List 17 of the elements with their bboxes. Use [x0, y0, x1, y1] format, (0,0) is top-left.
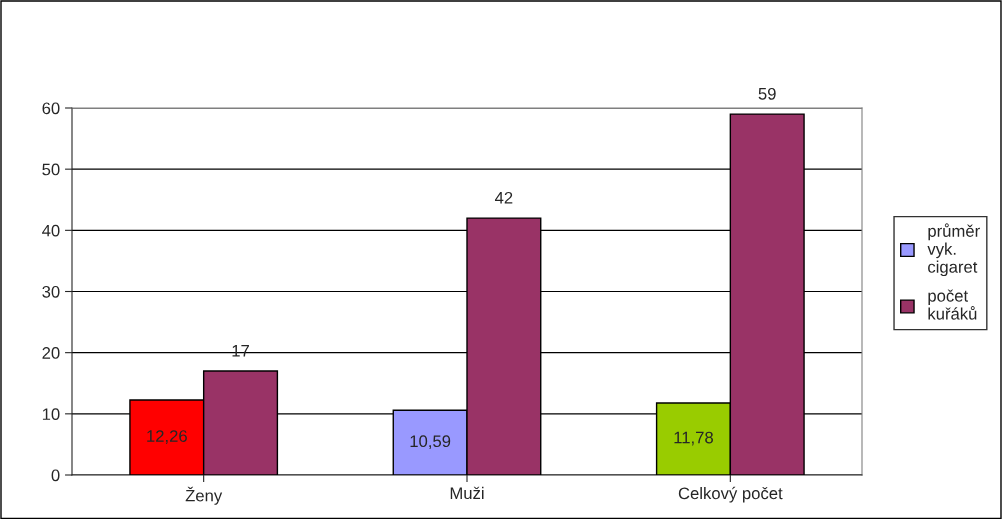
x-tick-label: Celkový počet [678, 486, 783, 503]
data-label: 42 [494, 191, 513, 204]
data-label: 59 [758, 87, 776, 100]
data-label: 10,59 [410, 435, 451, 450]
x-tick-label: Ženy [185, 486, 223, 505]
y-tick-label: 60 [42, 102, 60, 115]
y-tick-label: 50 [42, 163, 60, 176]
legend-label: počet kuřáků [928, 289, 977, 320]
legend-label: průměr vyk. cigaret [927, 223, 980, 277]
y-tick-label: 30 [42, 285, 60, 298]
y-tick-label: 0 [51, 469, 60, 482]
x-tick-label: Muži [450, 486, 484, 500]
data-label: 12,26 [147, 430, 187, 444]
data-label: 11,78 [674, 431, 713, 446]
y-tick-label: 20 [42, 347, 60, 359]
y-tick-label: 10 [42, 408, 60, 421]
y-tick-label: 40 [42, 224, 60, 237]
